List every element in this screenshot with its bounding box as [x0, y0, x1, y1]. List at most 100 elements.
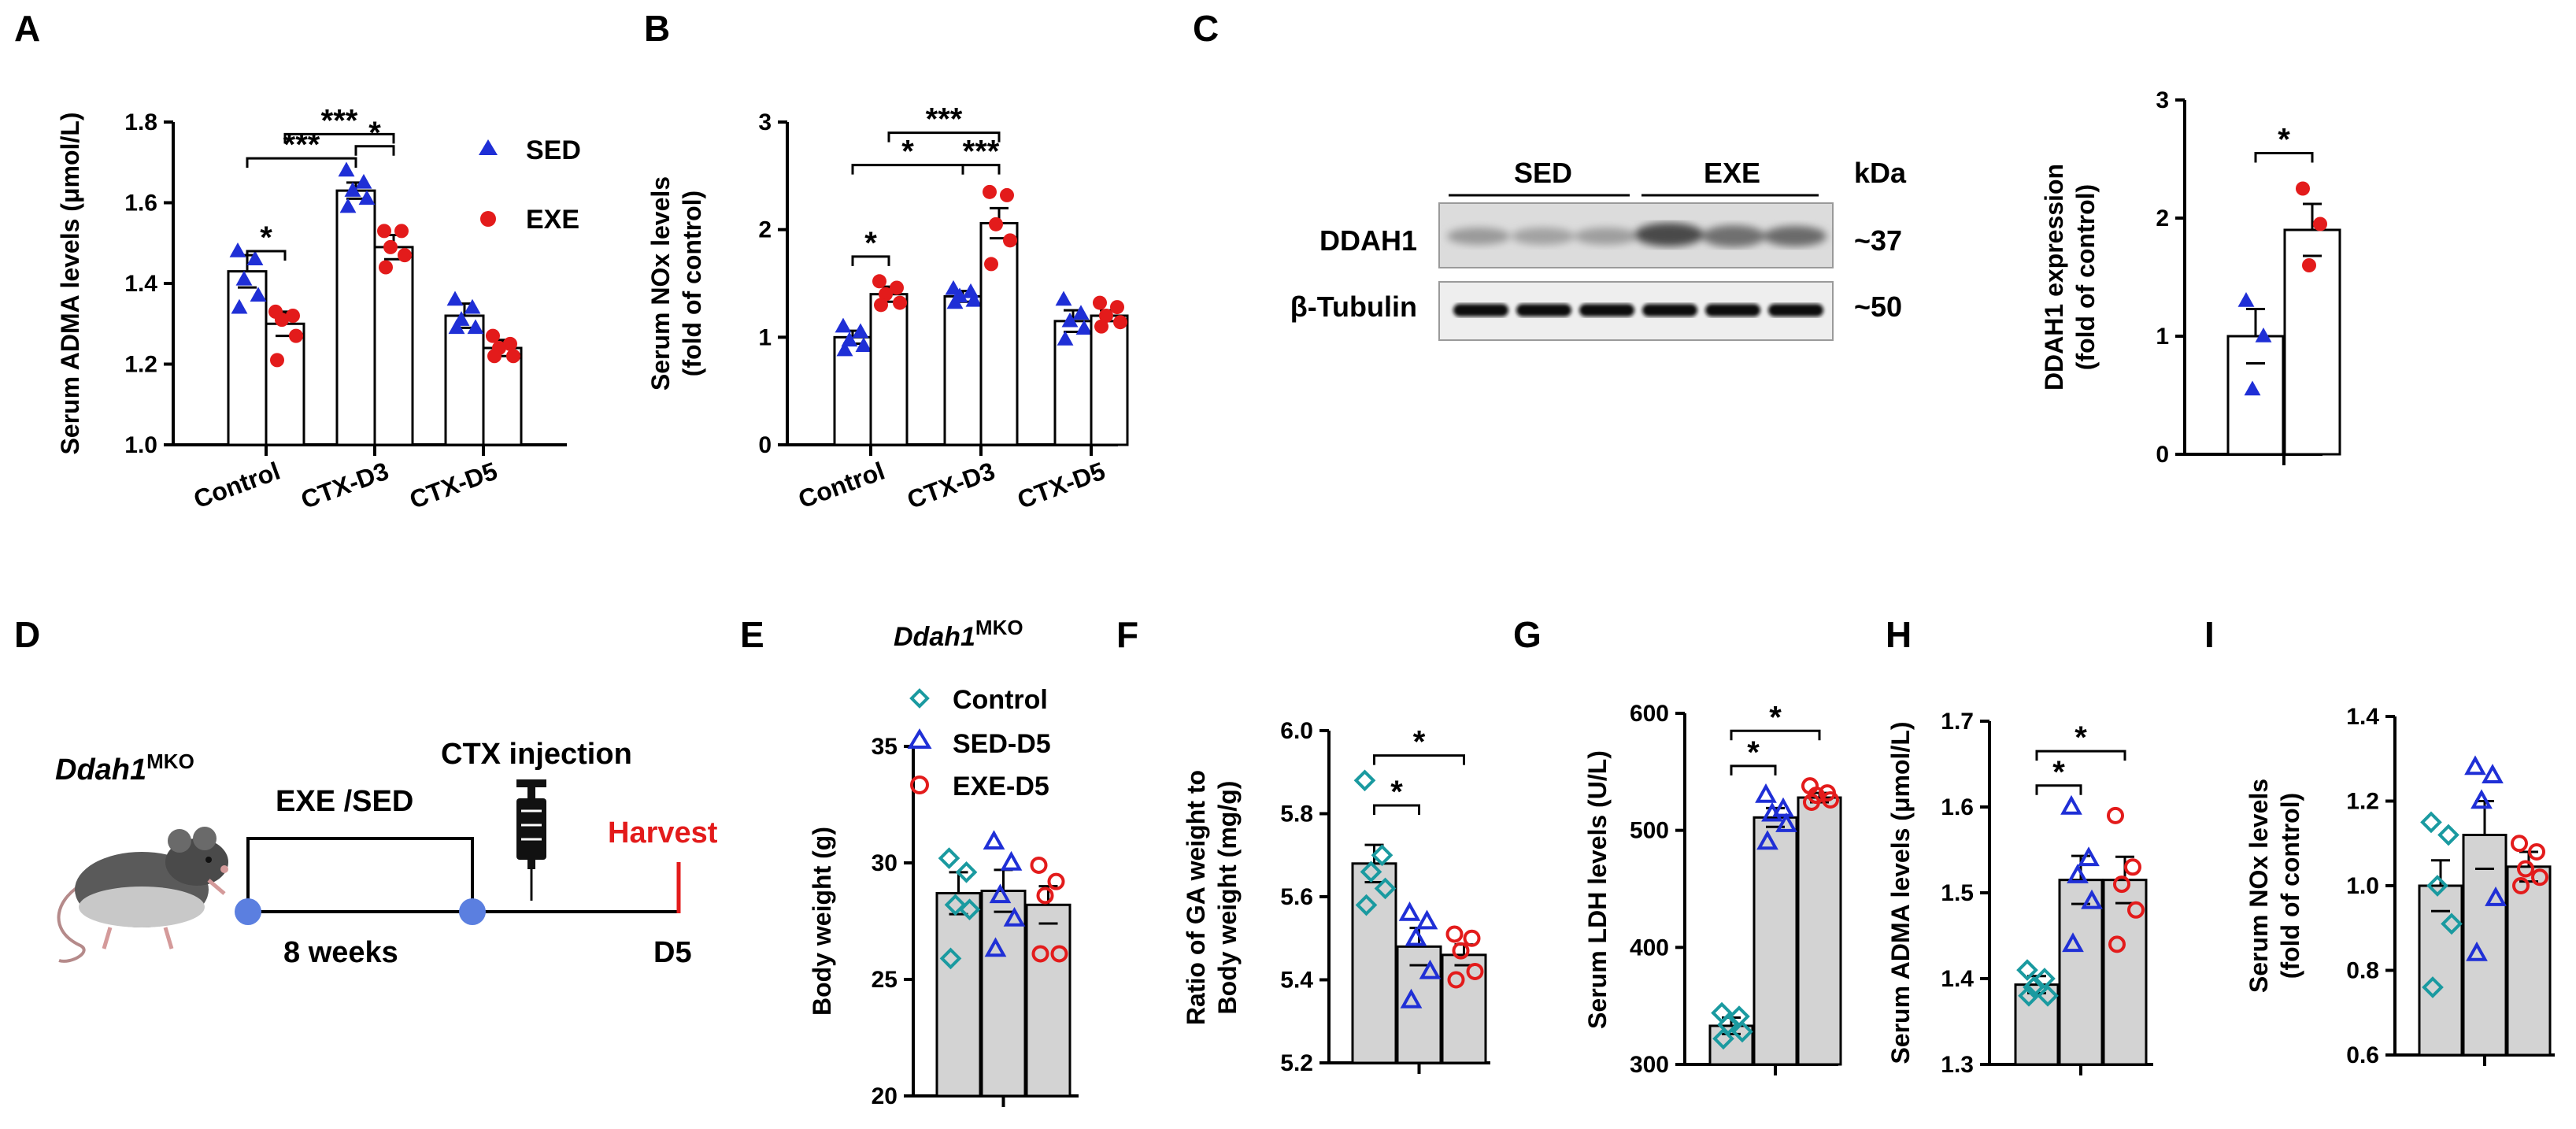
y-axis-label-b-0: Serum NOx levels: [646, 176, 675, 391]
ddah1-band-1: [1447, 228, 1510, 245]
legend-control-diamond-icon: [909, 688, 930, 709]
y-tick-label-b-0: 0: [758, 432, 772, 458]
syringe-icon: [516, 779, 546, 901]
point-f-sed-d5-0-0: [1398, 901, 1421, 921]
point-h-control-0-1: [2034, 968, 2056, 990]
point-i-sed-d5-0-4: [2466, 941, 2488, 961]
point-f-sed-d5-0-3: [1419, 959, 1442, 979]
point-a-exe-2-0: [486, 328, 500, 343]
point-a-sed-0-1: [246, 250, 264, 265]
point-i-exe-d5-0-0: [2511, 835, 2528, 853]
significance-star-c-0: *: [2278, 123, 2290, 157]
tubulin-band-5: [1705, 304, 1760, 316]
point-b-exe-1-2: [989, 217, 1003, 231]
point-a-sed-2-3: [467, 319, 484, 335]
point-f-control-0-3: [1374, 877, 1397, 900]
timeline-start-dot: [235, 898, 261, 925]
panel-label-c: C: [1193, 8, 1219, 49]
point-a-exe-0-3: [289, 328, 303, 343]
point-g-control-0-0: [1711, 1001, 1733, 1024]
y-tick-label-c-0: 0: [2156, 442, 2169, 468]
panel-label-i: I: [2204, 614, 2215, 655]
point-i-control-0-1: [2437, 824, 2459, 846]
bar-a-sed-1: [335, 189, 376, 446]
blot-kda-header: kDa: [1854, 157, 1907, 189]
y-tick-label-c-2: 2: [2156, 205, 2169, 231]
legend-control-label: Control: [953, 685, 1048, 715]
experiment-timeline: Ddah1MKO EXE /SED CTX injection Harvest: [55, 738, 718, 969]
significance-star-b-0: *: [864, 226, 877, 261]
y-tick-label-h-3: 1.6: [1941, 794, 1974, 820]
significance-bracket-c-0: [2254, 152, 2314, 163]
chart-panel-g: 300 400 500 600 Serum LDH levels (U/L) * *: [1583, 700, 1842, 1078]
blot-row-label-tubulin: β-Tubulin: [1290, 291, 1417, 323]
mouse-genotype-label: Ddah1MKO: [55, 750, 194, 787]
significance-bracket-a-3: [283, 132, 395, 144]
harvest-label: Harvest: [608, 816, 718, 850]
significance-bracket-a-1: [246, 157, 357, 168]
y-tick-label-c-3: 3: [2156, 87, 2169, 113]
bar-a-exe-1: [373, 246, 414, 446]
point-i-exe-d5-0-3: [2531, 868, 2548, 887]
significance-star-h-0: *: [2052, 755, 2065, 790]
y-tick-label-i-4: 1.4: [2346, 704, 2379, 730]
bar-i-control-0: [2418, 884, 2463, 1057]
point-i-control-0-4: [2422, 976, 2444, 998]
bar-g-sed-d5-0: [1752, 816, 1798, 1066]
y-tick-label-g-0: 300: [1630, 1052, 1669, 1078]
point-a-sed-1-2: [344, 182, 361, 197]
point-b-sed-0-3: [855, 337, 872, 352]
panel-label-f: F: [1116, 614, 1138, 655]
point-f-exe-d5-0-3: [1466, 962, 1484, 980]
bar-h-sed-d5-0: [2058, 879, 2104, 1066]
significance-star-a-0: *: [260, 220, 272, 255]
point-a-exe-2-3: [506, 349, 520, 364]
point-a-exe-0-2: [275, 313, 289, 328]
legend-e-title-name: Ddah1: [894, 622, 975, 652]
point-i-sed-d5-0-2: [2471, 789, 2493, 809]
y-axis-label-g-0: Serum LDH levels (U/L): [1583, 750, 1612, 1029]
point-a-sed-0-4: [231, 298, 248, 314]
significance-bracket-b-2: [961, 164, 1001, 175]
point-b-exe-2-1: [1110, 300, 1124, 315]
point-b-sed-0-1: [852, 323, 869, 339]
ctx-injection-label: CTX injection: [441, 738, 632, 771]
legend-exe-circle-icon: [480, 211, 496, 227]
y-axis-label-i-0: Serum NOx levels: [2245, 779, 2273, 993]
point-b-exe-2-0: [1093, 295, 1107, 310]
point-b-sed-2-2: [1061, 312, 1079, 328]
y-tick-label-e-1: 25: [872, 967, 898, 993]
point-f-control-0-4: [1355, 894, 1378, 916]
bar-h-exe-d5-0: [2102, 879, 2148, 1066]
point-h-exe-d5-0-0: [2107, 806, 2124, 824]
ddah1-band-3: [1575, 228, 1638, 245]
point-b-sed-0-0: [835, 317, 852, 333]
bar-b-exe-2: [1090, 314, 1129, 446]
point-f-control-0-2: [1360, 861, 1382, 883]
y-axis-label-f-1: Body weight (mg/g): [1213, 781, 1242, 1015]
blot-kda-tubulin: ~50: [1854, 291, 1902, 323]
significance-star-b-2: ***: [963, 135, 1000, 169]
legend-sed-triangle-icon: [479, 139, 498, 155]
point-h-sed-d5-0-3: [2081, 889, 2103, 909]
point-a-exe-1-1: [394, 224, 409, 239]
point-i-exe-d5-0-4: [2512, 877, 2530, 894]
chart-panel-b: 0 1 2 3 Serum NOx levels (fold of control) Con…: [646, 102, 1129, 514]
point-f-exe-d5-0-1: [1463, 929, 1481, 947]
point-b-exe-1-1: [1000, 187, 1014, 202]
y-tick-label-f-1: 5.4: [1280, 968, 1313, 994]
point-e-control-0-1: [955, 861, 978, 883]
y-tick-label-e-0: 20: [872, 1083, 898, 1109]
point-e-sed-d5-0-0: [983, 830, 1005, 850]
point-b-sed-1-0: [945, 279, 962, 295]
point-e-exe-d5-0-2: [1036, 887, 1054, 905]
blot-row-label-ddah1: DDAH1: [1319, 224, 1417, 257]
y-axis-label-h-0: Serum ADMA levels (μmol/L): [1886, 721, 1915, 1064]
point-h-exe-d5-0-1: [2124, 858, 2141, 876]
chart-panel-e: 20 25 30 35 Body weight (g): [808, 734, 1079, 1109]
legend-sed-d5-label: SED-D5: [953, 729, 1051, 759]
significance-star-a-3: ***: [321, 103, 358, 138]
blot-group-exe: EXE: [1704, 157, 1760, 189]
tubulin-band-1: [1453, 304, 1508, 316]
